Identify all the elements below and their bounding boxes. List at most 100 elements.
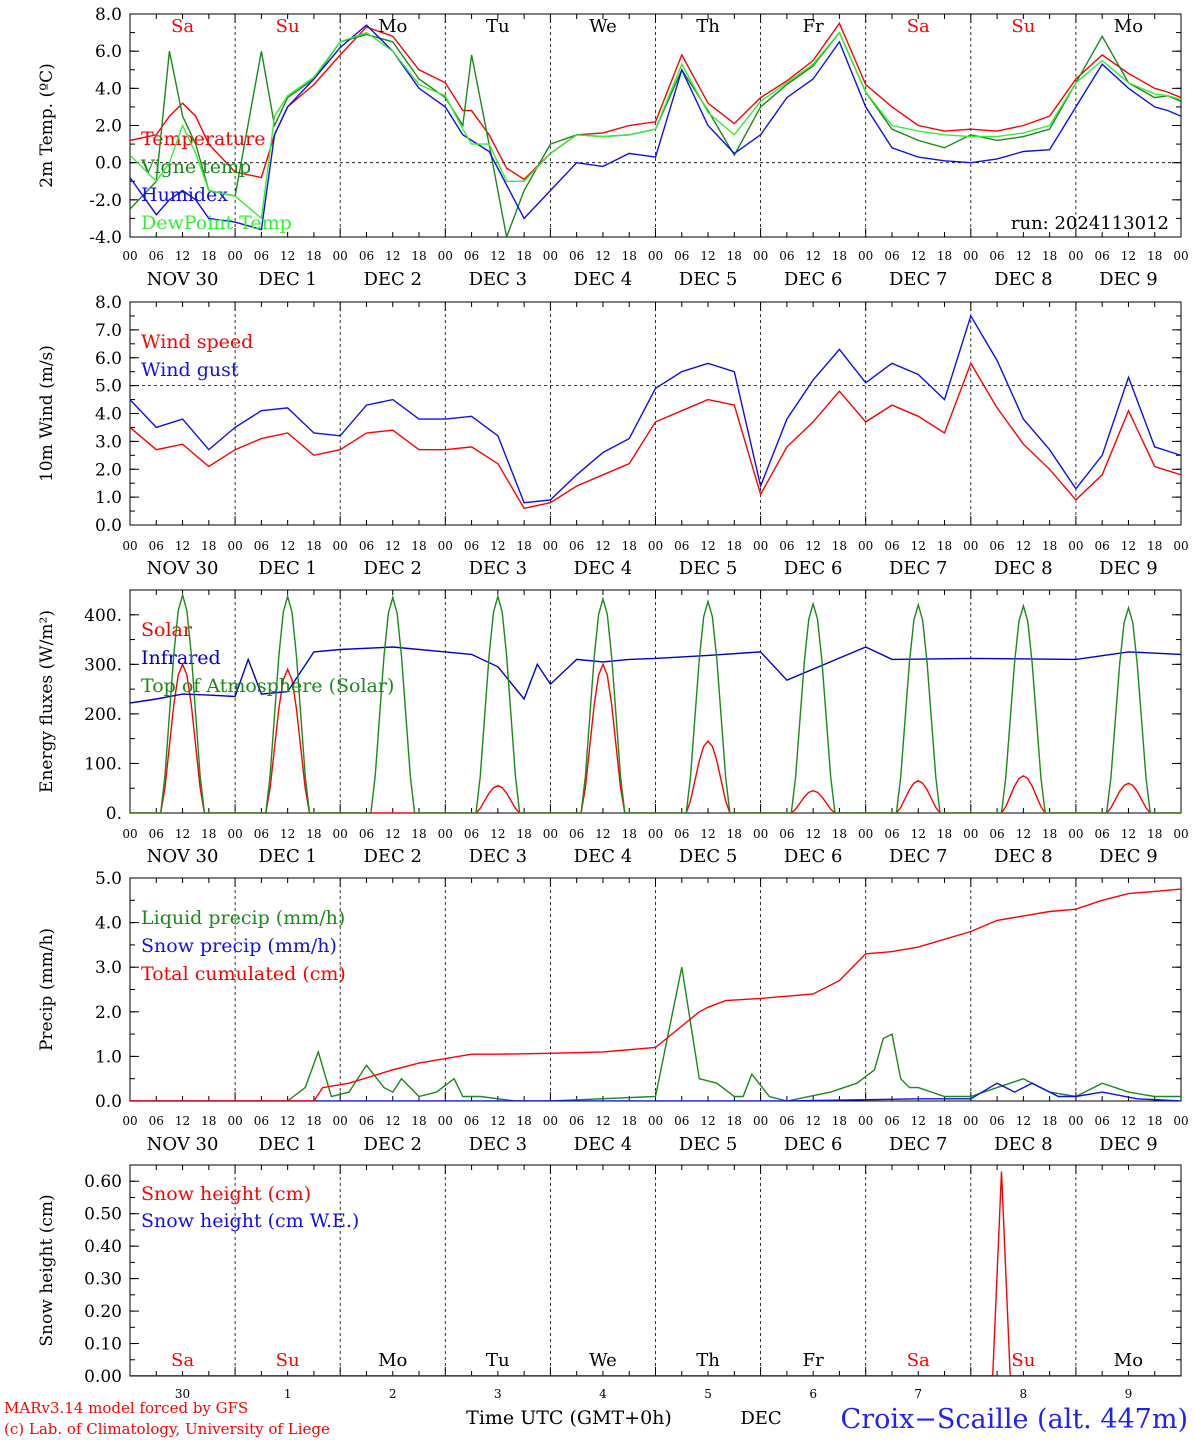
weekday-label: Fr [803,1350,824,1371]
hour-tick-label: 18 [622,539,637,553]
hour-tick-label: 06 [1095,539,1110,553]
y-tick-label: 5.0 [95,869,122,889]
hour-tick-label: 18 [201,827,216,841]
y-tick-label: 3.0 [95,958,122,978]
hour-tick-label: 00 [438,1114,453,1128]
hour-tick-label: 18 [516,1114,531,1128]
y-tick-label: 0.0 [95,1092,122,1112]
hour-tick-label: 12 [911,539,926,553]
legend-entry: Wind speed [141,331,253,353]
weekday-label: Th [696,1350,720,1371]
weekday-label: Tu [486,16,510,37]
date-label: DEC 4 [574,846,633,867]
date-label: DEC 9 [1099,1134,1158,1155]
y-tick-label: 5.0 [95,377,122,397]
hour-tick-label: 00 [1173,539,1188,553]
date-label: DEC 1 [258,558,317,579]
y-tick-label: 1.0 [95,1047,122,1067]
series-line-1 [130,662,1181,813]
date-label: NOV 30 [147,846,219,867]
date-label: DEC 6 [784,558,843,579]
date-label: DEC 4 [574,558,633,579]
hour-tick-label: 06 [464,539,479,553]
hour-tick-label: 12 [280,539,295,553]
y-tick-label: 0.0 [95,516,122,536]
hour-tick-label: 18 [516,249,531,263]
y-tick-label: 4.0 [95,79,122,99]
y-tick-label: 0.10 [84,1335,122,1355]
plot-frame [129,301,1182,526]
hour-tick-label: 18 [1042,249,1057,263]
day-number-label: 7 [914,1387,922,1401]
hour-tick-label: 12 [1016,249,1031,263]
hour-tick-label: 18 [306,539,321,553]
hour-tick-label: 06 [1095,1114,1110,1128]
hour-tick-label: 18 [622,827,637,841]
weekday-label: Sa [171,16,194,37]
date-label: DEC 5 [679,558,738,579]
hour-tick-label: 00 [543,539,558,553]
hour-tick-label: 12 [385,249,400,263]
hour-tick-label: 06 [359,249,374,263]
hour-tick-label: 18 [937,827,952,841]
weekday-label: Mo [1114,16,1143,37]
hour-tick-label: 00 [753,249,768,263]
y-tick-label: 7.0 [95,321,122,341]
hour-tick-label: 06 [569,827,584,841]
series-line-3 [130,24,1181,231]
y-tick-label: 400. [84,606,122,626]
weekday-label: Tu [486,1350,510,1371]
hour-tick-label: 18 [306,1114,321,1128]
legend-entry: Snow height (cm) [141,1183,311,1205]
legend-entry: Temperature [141,128,265,150]
hour-tick-label: 12 [806,1114,821,1128]
hour-tick-label: 00 [333,827,348,841]
y-tick-label: 0.0 [95,154,122,174]
date-label: NOV 30 [147,558,219,579]
hour-tick-label: 12 [911,1114,926,1128]
hour-tick-label: 06 [989,249,1004,263]
date-label: DEC 7 [889,558,948,579]
hour-tick-label: 06 [884,1114,899,1128]
date-label: DEC 6 [784,269,843,290]
y-tick-label: 300. [84,655,122,675]
x-axis-label: Time UTC (GMT+0h) [466,1407,672,1429]
hour-tick-label: 06 [464,249,479,263]
hour-tick-label: 12 [806,827,821,841]
hour-tick-label: 12 [911,827,926,841]
series-line-3 [130,592,1181,813]
date-label: NOV 30 [147,269,219,290]
series-line-3 [130,888,1181,1101]
weekday-label: Su [276,16,300,37]
hour-tick-label: 18 [832,249,847,263]
legend-entry: DewPoint Temp [141,212,292,234]
hour-tick-label: 00 [122,827,137,841]
hour-tick-label: 06 [884,539,899,553]
date-label: DEC 3 [469,269,528,290]
hour-tick-label: 18 [832,539,847,553]
hour-tick-label: 06 [989,827,1004,841]
date-label: DEC 6 [784,846,843,867]
y-tick-label: 3.0 [95,432,122,452]
y-axis-label: Precip (mm/h) [37,928,57,1051]
chart-panel-2: 0.0 1.0 2.0 3.0 4.0 5.0 6.0 7.0 8.0 10m Wind (m/s… [37,293,1189,579]
day-number-label: 1 [284,1387,292,1401]
weekday-label: Mo [378,16,407,37]
hour-tick-label: 00 [648,539,663,553]
date-label: DEC 5 [679,1134,738,1155]
hour-tick-label: 18 [727,539,742,553]
hour-tick-label: 06 [884,827,899,841]
hour-tick-label: 00 [1068,1114,1083,1128]
hour-tick-label: 06 [569,539,584,553]
date-label: DEC 5 [679,846,738,867]
hour-tick-label: 18 [516,539,531,553]
date-label: DEC 5 [679,269,738,290]
hour-tick-label: 00 [858,1114,873,1128]
hour-tick-label: 18 [306,249,321,263]
legend-entry: Wind gust [141,359,239,381]
day-number-label: 5 [704,1387,712,1401]
legend-entry: Liquid precip (mm/h) [141,907,345,929]
hour-tick-label: 18 [937,539,952,553]
plot-frame [129,589,1182,814]
hour-tick-label: 18 [1042,539,1057,553]
